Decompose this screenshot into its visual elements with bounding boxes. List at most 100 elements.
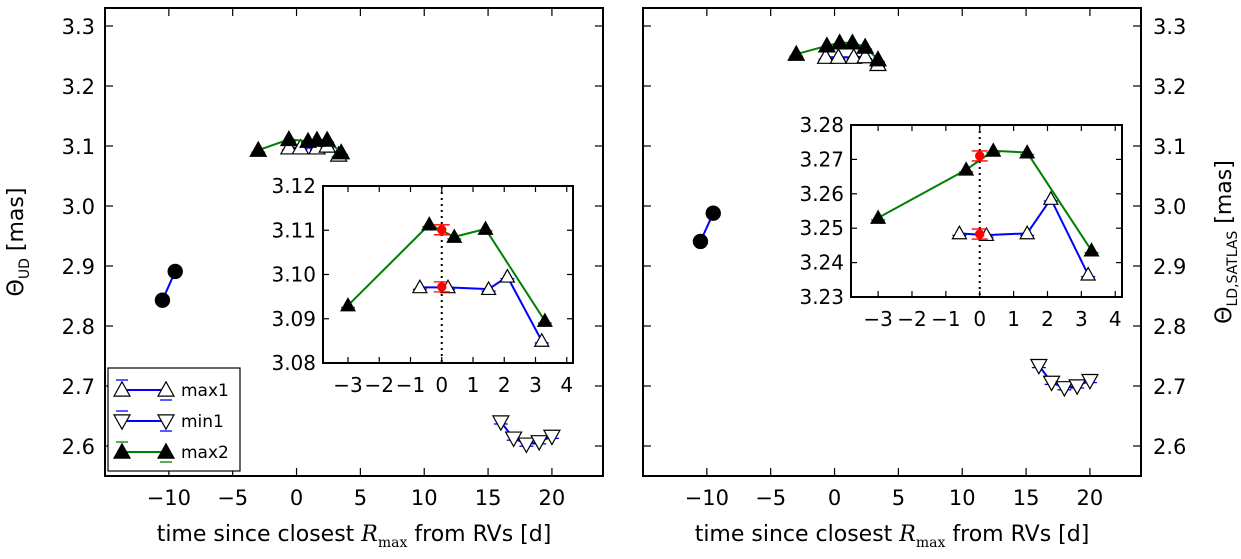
panel-2-series-max2-point-5 [868,50,887,67]
panel-2-xlabel-sub: max [916,535,946,551]
panel-1-inset-ytick-label: 3.08 [271,351,316,375]
panel-2-inset-series-max1-point-3 [1042,190,1059,205]
legend-marker-max2 [112,442,132,459]
panel-2-series-min1-point-3 [1068,379,1087,396]
panel-2-inset-series-max1-point-4 [1080,266,1097,281]
panel-1-inset-series-max2-point-4 [536,312,553,327]
panel-1-inset-ytick-label: 3.11 [271,218,316,242]
panel-2-series-circle-point-1 [705,205,721,221]
panel-2-ytick-label: 2.6 [1153,435,1186,459]
panel-2-inset-xtick-label: −2 [897,307,926,331]
panel-1-series-max1-point-0 [279,138,298,155]
panel-1-inset-xtick-label: 3 [529,373,542,397]
panel-2-inset-xtick-label: 1 [1007,307,1020,331]
panel-2-xtick-label: 5 [892,486,905,510]
panel-1-inset-xtick-label: −3 [333,373,362,397]
panel-2-series-min1 [1029,358,1099,398]
panel-1-ytick-label: 2.8 [62,315,95,339]
panel-1-xtick-label: 10 [411,486,438,510]
panel-2-xlabel: time since closest Rmax from RVs [d] [695,522,1090,551]
panel-2-inset-series-max1-point-2 [1019,224,1036,240]
panel-1-ytick-label: 2.6 [62,435,95,459]
panel-1-inset-series-max2-point-2 [446,228,463,243]
panel-2: −10 −5 0 5 10 15 202.62.72.82.93.03.13.23.3tim… [642,7,1241,551]
panel-1-inset-series-max1-point-2 [480,280,497,296]
panel-2-inset-ytick-label: 3.24 [799,251,844,275]
panel-2-ytick-label: 3.3 [1153,15,1186,39]
panel-2-ytick-label: 2.9 [1153,255,1186,279]
panel-2-inset-ytick-label: 3.23 [799,285,844,309]
panel-2-ytick-label: 3.0 [1153,195,1186,219]
panel-1-series-circle-point-1 [167,263,183,280]
panel-1-ytick-label: 2.9 [62,255,95,279]
panel-2-inset: −3 −2 −1 0 1 2 3 4 3.23 3.24 3.25 3.26 3.27 3.28 [799,113,1123,331]
panel-2-series-max2 [787,33,887,67]
panel-1-legend: max1 min1 max2 [107,367,241,472]
panel-2-series-min1-point-4 [1080,373,1099,390]
panel-2-xtick-label: −10 [685,486,729,510]
panel-1-inset-xtick-label: −1 [396,373,425,397]
panel-1-inset-series-circle-red [433,224,450,293]
panel-1-ytick-label: 3.1 [62,135,95,159]
panel-1-inset-series-circle-red-point-1 [437,282,447,292]
legend-label-max1: max1 [181,381,229,401]
panel-1-inset-series-max2-point-1 [421,216,438,231]
panel-2-inset-series-circle-red-point-1 [975,229,985,239]
panel-2-inset-series-max2-point-4 [1083,242,1100,257]
panel-2-ytick-label: 3.1 [1153,135,1186,159]
panel-1-xlabel-sub: max [378,535,408,551]
panel-2-series-min1-point-0 [1029,358,1048,375]
panel-1-ylabel-pre: Θ [4,279,29,296]
panel-1-series-circle [154,263,183,308]
panel-1-inset-series-max1-point-3 [499,268,516,283]
panel-1-xtick-label: −10 [147,486,191,510]
panel-1-xlabel-pre: time since closest [157,522,362,547]
panel-1-inset-series-max2 [339,216,553,327]
panel-1-series-max2-point-1 [279,130,298,147]
panel-1: −10 −5 0 5 10 15 202.62.72.82.93.03.13.23.3tim… [4,7,604,551]
panel-1-inset-ytick-label: 3.12 [271,174,316,198]
panel-1-series-min1-point-3 [530,435,549,452]
panel-1-series-max2-point-0 [249,140,268,157]
panel-2-ylabel-sub: LD,SATLAS [1225,231,1241,307]
panel-2-xtick-label: 0 [828,486,841,510]
panel-1-inset-xtick-label: 1 [467,373,480,397]
panel-2-inset-frame [850,124,1123,298]
panel-1-series-max2-point-5 [332,143,351,160]
panel-2-series-max1-point-3 [856,47,875,64]
panel-2-series-max1-point-1 [829,47,848,64]
panel-2-inset-xtick-label: 4 [1109,307,1122,331]
panel-1-xlabel: time since closest Rmax from RVs [d] [157,522,552,551]
panel-1-series-min1 [491,415,561,454]
panel-1-xtick-label: 20 [539,486,566,510]
panel-2-inset-ytick-label: 3.25 [799,216,844,240]
legend-marker-max1 [156,380,176,397]
panel-1-xtick-label: 5 [354,486,367,510]
panel-2-inset-series-max1-point-0 [951,224,968,240]
panel-2-inset-series-max2-point-3 [1019,144,1036,159]
panel-1-ytick-label: 3.2 [62,75,95,99]
panel-1-inset-series-max2-point-3 [477,220,494,235]
panel-2-ylabel: ΘLD,SATLAS [mas] [1212,160,1241,324]
panel-1-inset-ytick-label: 3.10 [271,263,316,287]
panel-1-ylabel: ΘUD [mas] [4,188,33,297]
panel-2-xlabel-post: from RVs [d] [945,522,1089,547]
panel-2-inset-xtick-label: 0 [973,307,986,331]
panel-1-inset-xtick-label: 4 [560,373,573,397]
panel-2-inset-series-max2 [870,142,1100,257]
panel-1-series-circle-point-0 [154,292,171,308]
panel-2-inset-xtick-label: 2 [1041,307,1054,331]
panel-2-series-max2-point-0 [787,44,806,61]
panel-2-series-max1-point-0 [816,47,835,64]
panel-2-series-max2-point-3 [843,33,862,50]
panel-2-xtick-label: 10 [949,486,976,510]
panel-2-series-circle-point-0 [692,233,709,250]
panel-2-series-min1-point-2 [1055,381,1074,398]
panel-1-inset-series-circle-red-point-0 [437,225,447,235]
panel-2-inset-xtick-label: 3 [1075,307,1088,331]
panel-2-ytick-label: 3.2 [1153,75,1186,99]
panel-2-inset-series-circle-red [971,150,988,240]
panel-2-inset-series-max2-point-0 [870,209,887,224]
panel-2-inset-ytick-label: 3.28 [799,113,844,137]
panel-2-series-max2-point-2 [830,33,849,50]
